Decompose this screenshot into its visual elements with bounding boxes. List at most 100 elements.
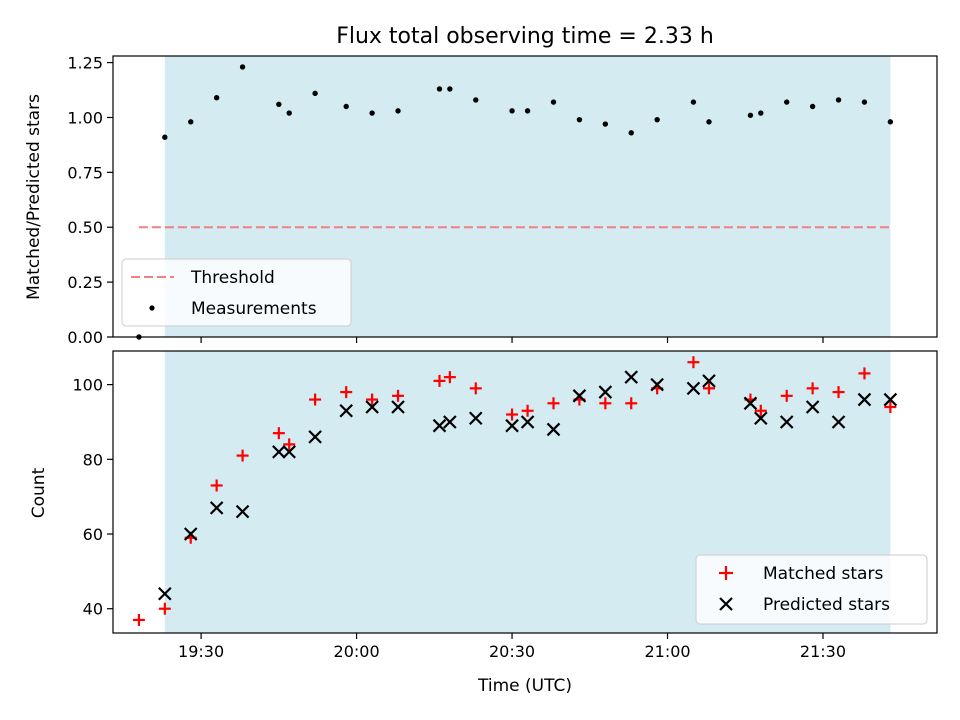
top-ytick-label: 1.00 [67, 108, 103, 127]
matched-star-point [832, 386, 845, 399]
predicted-star-point [831, 415, 846, 429]
predicted-star-point [432, 418, 447, 433]
measurement-point [436, 86, 443, 92]
measurement-point [809, 103, 816, 110]
matched-star-point [469, 382, 482, 395]
legend-threshold-label: Threshold [190, 268, 275, 288]
measurement-point [286, 110, 292, 116]
matched-star-point [521, 404, 534, 417]
matched-star-point [702, 382, 715, 395]
matched-star-point [210, 479, 223, 492]
predicted-star-point [158, 587, 172, 601]
predicted-star-point [183, 527, 198, 541]
predicted-star-point [391, 400, 405, 414]
measurement-point [395, 108, 401, 114]
matched-star-point [236, 449, 249, 462]
predicted-star-point [468, 411, 483, 426]
measurement-point [654, 116, 660, 123]
matched-star-point [392, 389, 405, 402]
bottom-ytick-label: 80 [83, 450, 103, 469]
predicted-star-point [598, 385, 613, 399]
matched-star-point [272, 427, 285, 440]
matched-star-point [158, 602, 171, 615]
measurement-point [784, 99, 790, 105]
top-ytick-label: 1.25 [67, 54, 103, 73]
predicted-star-point [805, 400, 820, 414]
measurement-point [706, 119, 712, 125]
top-legend-box [121, 258, 352, 327]
predicted-star-point [546, 422, 561, 437]
measurement-point [576, 116, 583, 123]
top-axes-frame [112, 55, 938, 338]
predicted-star-point [272, 445, 286, 459]
matched-star-point [754, 404, 767, 417]
predicted-star-point [308, 430, 322, 444]
predicted-star-point [650, 377, 664, 392]
matched-star-point [687, 356, 700, 369]
measurement-point [747, 112, 754, 118]
legend-matched-label: Matched stars [763, 564, 883, 584]
matched-star-point [506, 408, 519, 421]
predicted-star-point [743, 396, 758, 411]
predicted-star-point [365, 400, 379, 414]
x-axis-label: Time (UTC) [477, 676, 572, 696]
matched-star-point [132, 613, 145, 626]
measurement-point [835, 97, 842, 103]
xtick-label: 21:00 [644, 642, 690, 661]
chart-title: Flux total observing time = 2.33 h [336, 24, 714, 49]
matched-star-point [366, 393, 379, 406]
legend-predicted-swatch [719, 597, 733, 611]
predicted-star-point [686, 381, 701, 396]
bottom-legend: Matched stars Predicted stars [695, 554, 928, 625]
top-y-axis-label: Matched/Predicted stars [24, 94, 44, 300]
matched-star-point [443, 371, 456, 384]
predicted-star-point [209, 501, 224, 515]
top-y-ticks: 0.00 0.25 0.50 0.75 1.00 1.25 [67, 54, 113, 347]
measurement-point [861, 99, 868, 105]
measurement-point [524, 108, 531, 114]
top-x-ticks [200, 337, 824, 343]
bottom-axes-frame [112, 350, 938, 634]
top-legend: Threshold Measurements [121, 258, 352, 327]
predicted-star-point [505, 418, 519, 433]
top-panel: 0.00 0.25 0.50 0.75 1.00 1.25 Matched/Predict… [24, 54, 938, 347]
predicted-star-point [857, 392, 872, 407]
top-ytick-label: 0.50 [67, 218, 103, 237]
legend-measurements-swatch [149, 305, 155, 311]
measurement-point [312, 90, 318, 97]
legend-matched-swatch [719, 566, 733, 580]
predicted-star-point [754, 411, 768, 426]
matched-star-point [599, 397, 612, 410]
matched-star-point [625, 397, 638, 410]
matched-star-point [340, 386, 353, 399]
matched-star-point [433, 374, 446, 387]
predicted-stars-points [158, 370, 898, 601]
matched-star-point [547, 397, 560, 410]
top-ytick-label: 0.00 [67, 328, 103, 347]
measurement-point [758, 110, 764, 116]
measurement-point [162, 134, 168, 140]
measurement-point [213, 95, 220, 101]
measurement-point [628, 130, 634, 136]
predicted-star-point [572, 389, 587, 403]
predicted-star-point [339, 403, 353, 418]
top-ytick-label: 0.25 [67, 273, 103, 292]
xtick-label: 19:30 [178, 642, 224, 661]
bottom-legend-box [695, 554, 928, 625]
bottom-ytick-label: 100 [72, 376, 103, 395]
measurement-point [447, 86, 453, 92]
bottom-y-axis-label: Count [29, 467, 49, 518]
predicted-star-point [520, 415, 535, 429]
matched-star-point [858, 367, 871, 380]
measurement-point [887, 119, 894, 125]
matched-star-point [309, 393, 322, 406]
measurement-point [276, 101, 282, 107]
matched-star-point [884, 401, 897, 414]
xtick-label: 20:00 [334, 642, 380, 661]
matched-star-point [283, 438, 296, 451]
measurement-point [550, 99, 557, 105]
predicted-star-point [779, 415, 794, 429]
xtick-label: 21:30 [800, 642, 846, 661]
predicted-star-point [443, 415, 457, 429]
